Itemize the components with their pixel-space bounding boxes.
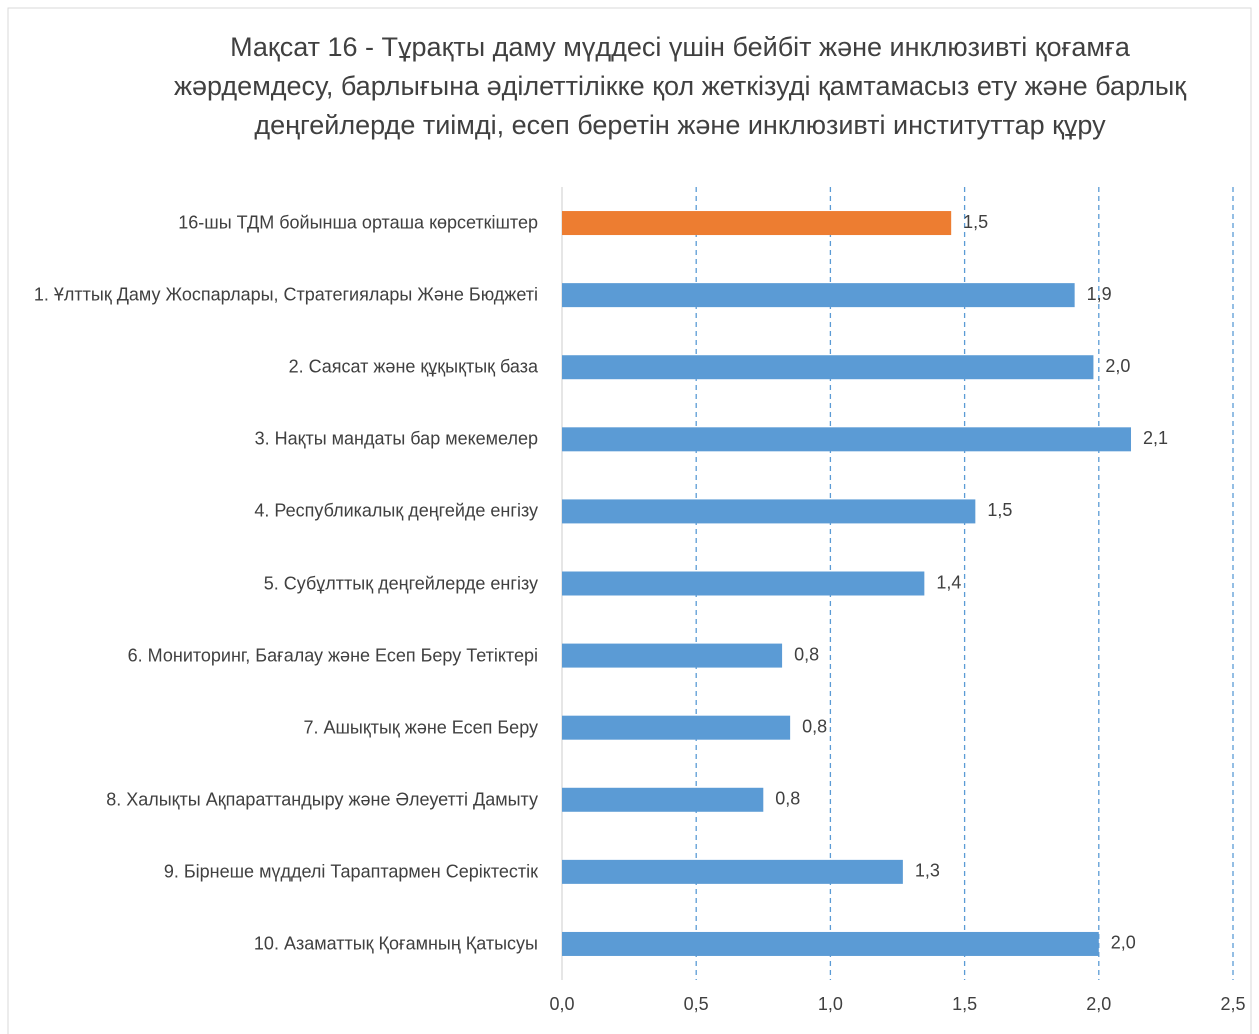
- bar: [562, 643, 783, 668]
- bar: [562, 283, 1075, 308]
- data-label: 1,5: [963, 212, 988, 232]
- category-label: 2. Саясат және құқықтық база: [288, 356, 538, 377]
- x-tick-label: 0,0: [549, 994, 574, 1014]
- data-label: 2,1: [1143, 428, 1168, 448]
- data-label: 2,0: [1111, 933, 1136, 953]
- data-label: 1,9: [1087, 284, 1112, 304]
- category-label: 8. Халықты Ақпараттандыру және Әлеуетті …: [106, 789, 538, 810]
- category-label: 3. Нақты мандаты бар мекемелер: [254, 428, 538, 449]
- x-tick-label: 1,5: [952, 994, 977, 1014]
- category-label: 1. Ұлттық Даму Жоспарлары, Стратегиялары…: [33, 284, 538, 305]
- category-label: 7. Ашықтық және Есеп Беру: [303, 717, 538, 738]
- chart-border: [7, 7, 1252, 1034]
- category-label: 4. Республикалық деңгейде енгізу: [254, 500, 538, 521]
- bar: [562, 427, 1132, 452]
- bar: [562, 499, 976, 524]
- bar: [562, 211, 952, 236]
- x-tick-label: 0,5: [684, 994, 709, 1014]
- bar: [562, 571, 925, 596]
- bar: [562, 355, 1094, 380]
- data-label: 1,4: [936, 572, 961, 592]
- data-label: 0,8: [794, 644, 819, 664]
- bar: [562, 787, 764, 812]
- data-label: 0,8: [775, 789, 800, 809]
- data-label: 1,3: [915, 861, 940, 881]
- category-label: 6. Мониторинг, Бағалау және Есеп Беру Те…: [127, 645, 538, 666]
- category-label: 5. Субұлттық деңгейлерде енгізу: [263, 573, 538, 593]
- category-label: 16-шы ТДМ бойынша орташа көрсеткіштер: [178, 212, 538, 233]
- x-tick-label: 1,0: [818, 994, 843, 1014]
- data-label: 1,5: [987, 500, 1012, 520]
- data-label: 0,8: [802, 716, 827, 736]
- chart-title: Мақсат 16 - Тұрақты даму мүддесі үшін бе…: [173, 32, 1187, 140]
- category-label: 9. Бірнеше мүдделі Тараптармен Серіктест…: [163, 861, 538, 882]
- category-label: 10. Азаматтық Қоғамның Қатысуы: [253, 933, 538, 954]
- bar: [562, 859, 903, 884]
- data-label: 2,0: [1105, 356, 1130, 376]
- bar: [562, 931, 1099, 956]
- x-tick-label: 2,5: [1220, 994, 1245, 1014]
- bar: [562, 715, 791, 740]
- x-tick-label: 2,0: [1086, 994, 1111, 1014]
